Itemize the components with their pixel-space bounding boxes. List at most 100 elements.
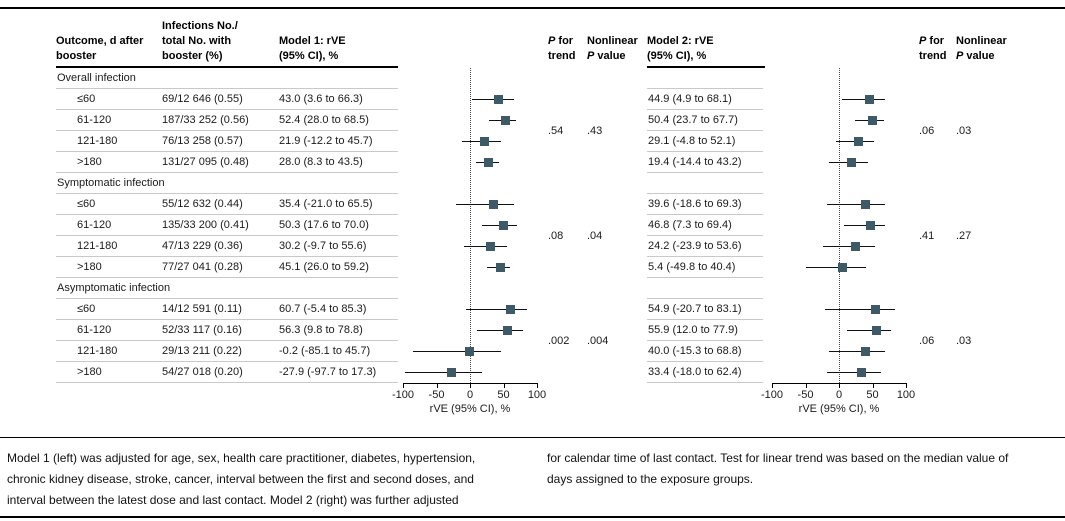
model2-ci-cell: 19.4 (-14.4 to 43.2) bbox=[648, 156, 742, 168]
axis-tick-label: 50 bbox=[497, 389, 510, 401]
header-line: P value bbox=[587, 50, 626, 62]
model2-ci-cell: 54.9 (-20.7 to 83.1) bbox=[648, 303, 742, 315]
row-separator bbox=[56, 235, 398, 236]
footnote-line: interval between the latest dose and las… bbox=[7, 493, 459, 507]
axis-tick-label: -100 bbox=[760, 389, 784, 401]
header-line: total No. with bbox=[162, 35, 232, 47]
point-estimate-marker bbox=[506, 305, 516, 314]
point-estimate-marker bbox=[485, 242, 495, 251]
infections-cell: 29/13 211 (0.22) bbox=[162, 345, 242, 357]
infections-cell: 69/12 646 (0.55) bbox=[162, 93, 243, 105]
point-estimate-marker bbox=[871, 326, 881, 335]
model1-ci-cell: -27.9 (-97.7 to 17.3) bbox=[279, 366, 377, 378]
model2-ci-cell: 5.4 (-49.8 to 40.4) bbox=[648, 261, 736, 273]
header-line: Nonlinear bbox=[587, 35, 638, 47]
nonlinear-p-value: .27 bbox=[956, 229, 972, 242]
row-separator bbox=[56, 256, 398, 257]
ci-line bbox=[472, 99, 515, 100]
outcome-cell: >180 bbox=[77, 261, 102, 273]
axis-tick-label: 100 bbox=[527, 389, 547, 401]
header-line: booster (%) bbox=[162, 50, 223, 62]
point-estimate-marker bbox=[495, 263, 505, 272]
axis-tick bbox=[839, 383, 840, 388]
infections-cell: 135/33 200 (0.41) bbox=[162, 219, 249, 231]
header-line: P for bbox=[919, 35, 945, 47]
axis-tick-label: -50 bbox=[428, 389, 445, 401]
point-estimate-marker bbox=[850, 242, 860, 251]
header-line: Nonlinear bbox=[956, 35, 1007, 47]
point-estimate-marker bbox=[865, 221, 875, 230]
section-label: Symptomatic infection bbox=[57, 177, 165, 189]
point-estimate-marker bbox=[864, 95, 874, 104]
header-line: P value bbox=[956, 50, 995, 62]
axis-tick-label: -50 bbox=[797, 389, 814, 401]
ci-line bbox=[828, 351, 886, 352]
footnote-line: days assigned to the exposure groups. bbox=[547, 472, 754, 486]
model1-ci-cell: 43.0 (3.6 to 66.3) bbox=[279, 93, 363, 105]
p-for-trend-value: .54 bbox=[548, 124, 564, 137]
axis-title: rVE (95% CI), % bbox=[429, 403, 511, 415]
outcome-cell: 121-180 bbox=[77, 135, 118, 147]
row-separator bbox=[647, 88, 763, 89]
ci-line bbox=[476, 330, 523, 331]
ci-line bbox=[847, 330, 892, 331]
header-line: Infections No./ bbox=[162, 20, 238, 32]
axis-tick-label: 0 bbox=[835, 389, 843, 401]
axis-title: rVE (95% CI), % bbox=[798, 403, 880, 415]
nonlinear-p-value: .004 bbox=[587, 334, 609, 347]
ci-line bbox=[843, 225, 886, 226]
infections-cell: 131/27 095 (0.48) bbox=[162, 156, 249, 168]
row-separator bbox=[56, 151, 398, 152]
outcome-cell: 61-120 bbox=[77, 324, 112, 336]
infections-cell: 187/33 252 (0.56) bbox=[162, 114, 249, 126]
column-header-nonlinear-model1: Nonlinear P value bbox=[587, 34, 638, 64]
axis-tick bbox=[403, 383, 404, 388]
row-separator bbox=[56, 361, 398, 362]
footnote-line: Model 1 (left) was adjusted for age, sex… bbox=[7, 451, 476, 465]
infections-cell: 54/27 018 (0.20) bbox=[162, 366, 243, 378]
point-estimate-marker bbox=[838, 263, 848, 272]
header-line: trend bbox=[919, 50, 947, 62]
model2-ci-cell: 40.0 (-15.3 to 68.8) bbox=[648, 345, 742, 357]
header-line: trend bbox=[548, 50, 576, 62]
row-separator bbox=[56, 88, 398, 89]
column-header-model2: Model 2: rVE (95% CI), % bbox=[647, 34, 714, 64]
row-separator bbox=[56, 109, 398, 110]
footnote-divider-rule bbox=[0, 437, 1065, 438]
p-for-trend-value: .002 bbox=[548, 334, 570, 347]
header-line: (95% CI), % bbox=[279, 50, 339, 62]
model1-ci-cell: 45.1 (26.0 to 59.2) bbox=[279, 261, 369, 273]
p-for-trend-value: .06 bbox=[919, 334, 935, 347]
axis-tick bbox=[772, 383, 773, 388]
infections-cell: 55/12 632 (0.44) bbox=[162, 198, 243, 210]
row-separator bbox=[56, 340, 398, 341]
row-separator bbox=[647, 235, 763, 236]
top-rule bbox=[0, 7, 1065, 9]
ci-line bbox=[412, 351, 501, 352]
nonlinear-p-value: .43 bbox=[587, 124, 603, 137]
row-separator bbox=[56, 298, 398, 299]
column-header-infections: Infections No./ total No. with booster (… bbox=[162, 19, 238, 64]
column-header-model1: Model 1: rVE (95% CI), % bbox=[279, 34, 346, 64]
bottom-rule bbox=[0, 516, 1065, 518]
infections-cell: 47/13 229 (0.36) bbox=[162, 240, 243, 252]
point-estimate-marker bbox=[871, 305, 881, 314]
point-estimate-marker bbox=[868, 116, 878, 125]
row-separator bbox=[647, 277, 763, 278]
axis-tick-label: 100 bbox=[896, 389, 916, 401]
model2-ci-cell: 29.1 (-4.8 to 52.1) bbox=[648, 135, 736, 147]
point-estimate-marker bbox=[484, 158, 494, 167]
axis-tick bbox=[906, 383, 907, 388]
header-underline-model2 bbox=[647, 66, 765, 68]
header-line: booster bbox=[56, 50, 97, 62]
ci-line bbox=[826, 204, 886, 205]
point-estimate-marker bbox=[500, 116, 510, 125]
header-line: Outcome, d after bbox=[56, 35, 144, 47]
point-estimate-marker bbox=[446, 368, 456, 377]
point-estimate-marker bbox=[847, 158, 857, 167]
p-for-trend-value: .08 bbox=[548, 229, 564, 242]
infections-cell: 76/13 258 (0.57) bbox=[162, 135, 243, 147]
point-estimate-marker bbox=[465, 347, 475, 356]
ci-line bbox=[826, 372, 881, 373]
